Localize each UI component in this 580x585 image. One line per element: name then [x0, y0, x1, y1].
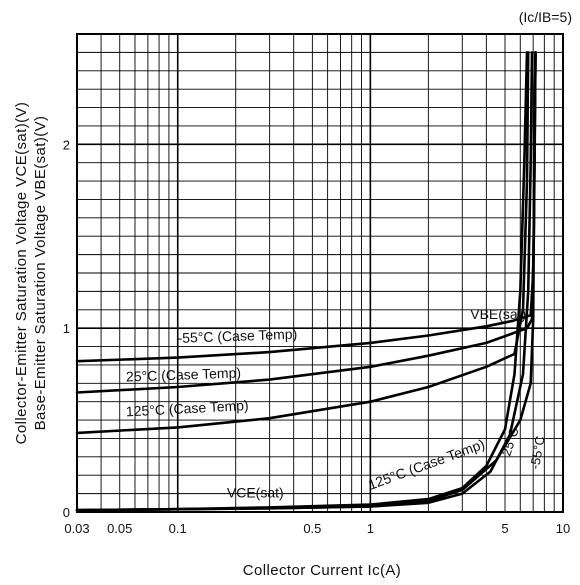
- y-axis-title-line1: Collector-Emitter Saturation Voltage VCE…: [13, 102, 30, 445]
- plot-frame: [76, 33, 564, 513]
- tick-labels: 0.03 0.05 0.1 0.5 1 5 10 0 1 2: [63, 137, 570, 536]
- x-tick-label: 0.05: [107, 521, 132, 536]
- series-line: [75, 51, 530, 435]
- series-line: [75, 51, 537, 394]
- series-label-vce-25: 25°C: [498, 426, 521, 458]
- annotation-vbe-sat: VBE(sat): [470, 306, 526, 322]
- x-axis-title: Collector Current Ic(A): [243, 562, 401, 579]
- x-tick-label: 10: [556, 521, 570, 536]
- series-line: [75, 51, 529, 512]
- x-tick-label: 1: [367, 521, 374, 536]
- x-tick-label: 0.5: [303, 521, 321, 536]
- series-label-vce-minus55: -55°C: [527, 435, 548, 470]
- y-axis-title-line2: Base-Emitter Saturation Voltage VBE(sat)…: [32, 116, 49, 431]
- condition-note: (Ic/IB=5): [519, 9, 572, 25]
- y-tick-label: 2: [63, 137, 70, 152]
- x-tick-label: 0.03: [64, 521, 89, 536]
- annotation-vce-sat: VCE(sat): [227, 484, 284, 500]
- x-tick-label: 0.1: [169, 521, 187, 536]
- series-label-vbe-125: 125°C (Case Temp): [125, 397, 249, 419]
- y-tick-label: 1: [63, 321, 70, 336]
- x-tick-label: 5: [501, 521, 508, 536]
- grid: [77, 34, 563, 512]
- series-label-vbe-25: 25°C (Case Temp): [126, 364, 242, 384]
- y-tick-label: 0: [63, 505, 70, 520]
- curves: [75, 51, 537, 512]
- series-line: [75, 51, 537, 363]
- series-label-vbe-minus55: -55°C (Case Temp): [177, 326, 297, 346]
